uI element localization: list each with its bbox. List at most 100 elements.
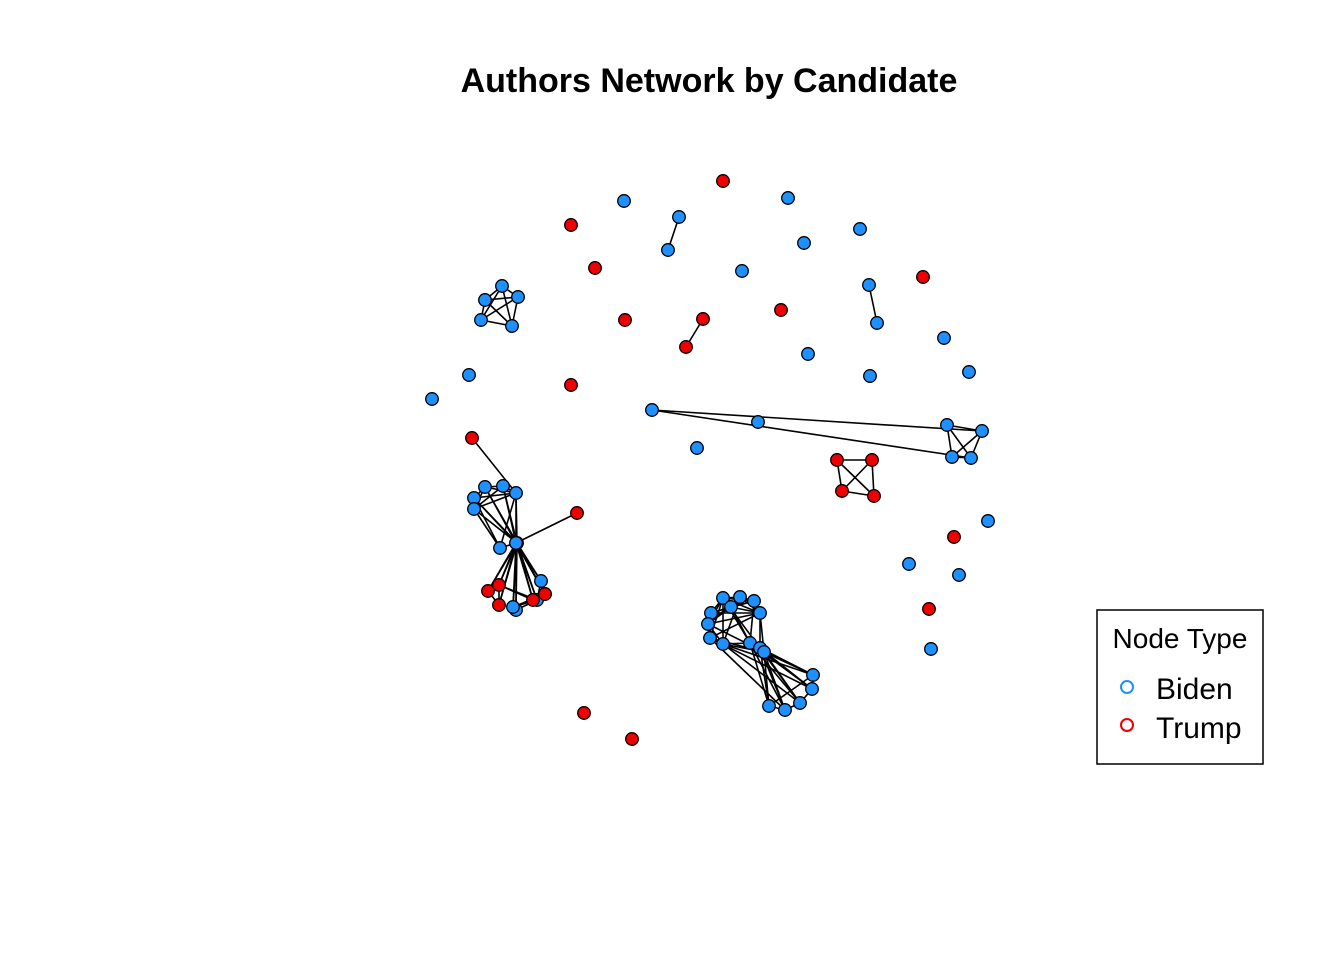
node-trump	[716, 174, 730, 188]
node-biden	[716, 637, 730, 651]
node-biden	[724, 600, 738, 614]
node-trump	[570, 506, 584, 520]
node-biden	[762, 699, 776, 713]
node-trump	[625, 732, 639, 746]
edge	[515, 512, 578, 544]
node-biden	[478, 480, 492, 494]
node-biden	[703, 631, 717, 645]
node-trump	[492, 578, 506, 592]
node-biden	[806, 668, 820, 682]
node-biden	[964, 451, 978, 465]
edges-layer	[471, 216, 983, 711]
edge	[473, 508, 518, 544]
chart-title: Authors Network by Candidate	[461, 62, 958, 100]
node-trump	[835, 484, 849, 498]
node-trump	[481, 584, 495, 598]
node-trump	[577, 706, 591, 720]
legend-title: Node Type	[1113, 623, 1248, 654]
edge	[502, 485, 517, 544]
node-biden	[870, 316, 884, 330]
node-trump	[526, 593, 540, 607]
node-biden	[863, 369, 877, 383]
node-trump	[538, 587, 552, 601]
node-biden	[509, 536, 523, 550]
node-trump	[465, 431, 479, 445]
legend-box	[1096, 609, 1264, 765]
node-biden	[701, 617, 715, 631]
edge	[651, 409, 983, 432]
edge	[499, 492, 517, 549]
edge	[484, 486, 517, 544]
node-biden	[781, 191, 795, 205]
node-trump	[947, 530, 961, 544]
node-biden	[945, 450, 959, 464]
node-trump	[696, 312, 710, 326]
node-biden	[801, 347, 815, 361]
node-trump	[922, 602, 936, 616]
legend: Node Type Biden Trump	[1096, 609, 1264, 765]
legend-label-trump: Trump	[1156, 712, 1242, 745]
edge	[498, 542, 517, 586]
node-biden	[853, 222, 867, 236]
edge	[473, 492, 517, 499]
node-biden	[797, 236, 811, 250]
node-biden	[645, 403, 659, 417]
node-biden	[751, 415, 765, 429]
node-biden	[747, 594, 761, 608]
edge	[722, 643, 814, 676]
node-trump	[867, 489, 881, 503]
edge	[480, 296, 519, 321]
node-biden	[493, 541, 507, 555]
node-biden	[462, 368, 476, 382]
node-biden	[506, 600, 520, 614]
node-trump	[618, 313, 632, 327]
edge	[749, 642, 770, 707]
node-biden	[661, 243, 675, 257]
nodes-layer	[425, 174, 995, 746]
edge	[473, 497, 517, 544]
node-biden	[467, 502, 481, 516]
edge	[512, 542, 517, 608]
node-trump	[588, 261, 602, 275]
node-trump	[865, 453, 879, 467]
node-biden	[753, 606, 767, 620]
node-biden	[937, 331, 951, 345]
legend-label-biden: Biden	[1156, 673, 1233, 706]
node-biden	[940, 418, 954, 432]
node-trump	[830, 453, 844, 467]
node-trump	[774, 303, 788, 317]
node-trump	[916, 270, 930, 284]
edge	[709, 612, 761, 639]
node-biden	[975, 424, 989, 438]
node-biden	[735, 264, 749, 278]
edge	[515, 542, 534, 601]
node-biden	[511, 290, 525, 304]
edge	[498, 542, 517, 606]
edge	[749, 600, 755, 644]
node-biden	[952, 568, 966, 582]
node-biden	[495, 279, 509, 293]
edge	[651, 409, 972, 459]
node-biden	[672, 210, 686, 224]
node-biden	[805, 682, 819, 696]
node-biden	[981, 514, 995, 528]
edge	[707, 612, 761, 625]
node-trump	[564, 378, 578, 392]
node-trump	[492, 598, 506, 612]
node-biden	[793, 696, 807, 710]
node-biden	[690, 441, 704, 455]
node-biden	[902, 557, 916, 571]
node-biden	[716, 591, 730, 605]
node-biden	[505, 319, 519, 333]
node-trump	[564, 218, 578, 232]
node-biden	[962, 365, 976, 379]
node-biden	[778, 703, 792, 717]
edge	[841, 459, 873, 492]
node-biden	[862, 278, 876, 292]
node-biden	[496, 479, 510, 493]
node-biden	[509, 486, 523, 500]
node-biden	[425, 392, 439, 406]
node-biden	[617, 194, 631, 208]
node-biden	[478, 293, 492, 307]
